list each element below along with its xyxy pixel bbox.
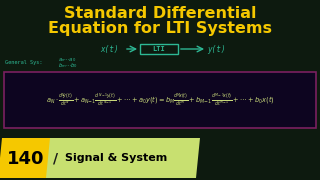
- Text: General Sys:: General Sys:: [5, 60, 43, 64]
- Text: Signal & System: Signal & System: [65, 153, 167, 163]
- Text: y(t): y(t): [207, 44, 225, 53]
- Bar: [0, 135, 320, 180]
- Text: Equation for LTI Systems: Equation for LTI Systems: [48, 21, 272, 35]
- Text: /: /: [53, 151, 58, 165]
- Text: $a_N \cdot \frac{d^{\!N}\!y(t)}{dt^N} + a_{N\!-\!1}\frac{d^{N-1}\!y(t)}{dt^{N\!-: $a_N \cdot \frac{d^{\!N}\!y(t)}{dt^N} + …: [45, 91, 275, 109]
- Text: $b_m \cdots b_0$: $b_m \cdots b_0$: [58, 62, 78, 70]
- FancyBboxPatch shape: [4, 72, 316, 128]
- Text: Standard Differential: Standard Differential: [64, 6, 256, 21]
- FancyBboxPatch shape: [140, 44, 178, 54]
- Polygon shape: [0, 138, 52, 178]
- Text: LTI: LTI: [153, 46, 165, 52]
- Text: $a_n \cdots a_0$: $a_n \cdots a_0$: [58, 56, 76, 64]
- Polygon shape: [46, 138, 200, 178]
- Text: x(t): x(t): [101, 44, 119, 53]
- Text: 140: 140: [7, 150, 45, 168]
